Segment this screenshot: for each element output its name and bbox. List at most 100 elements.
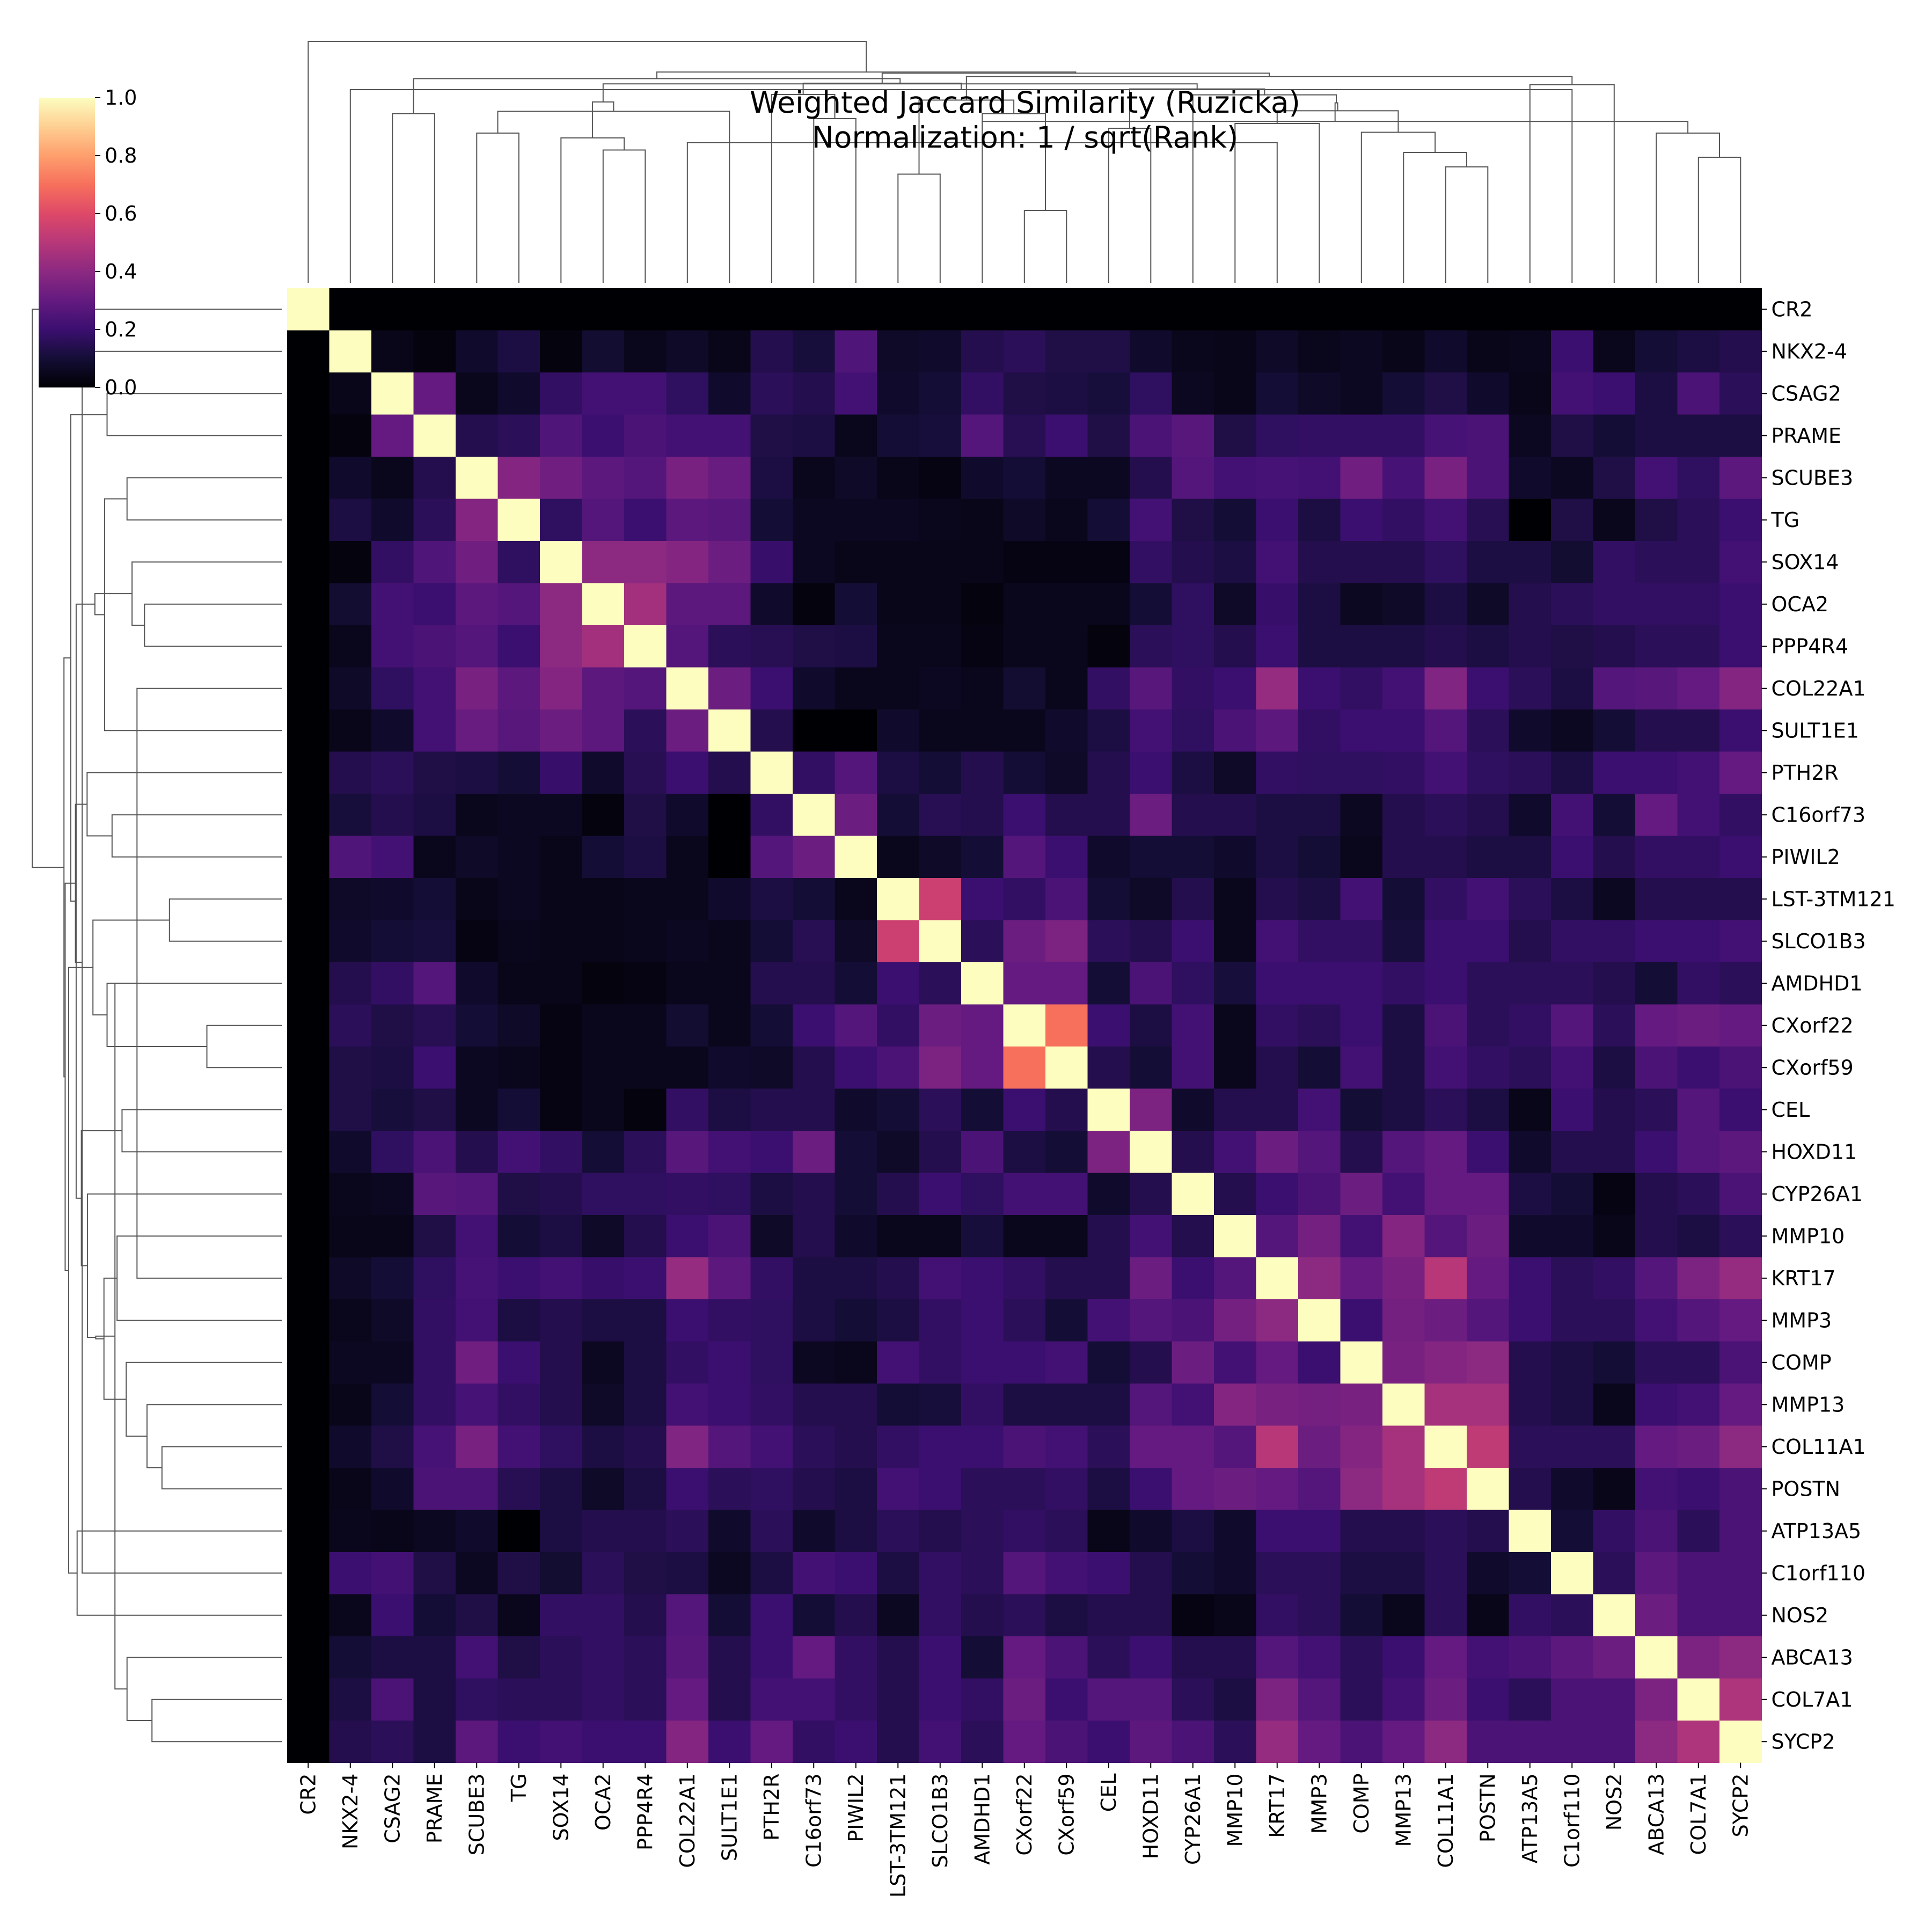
heatmap-cell <box>1424 1510 1467 1553</box>
heatmap-cell <box>1635 878 1678 921</box>
heatmap-cell <box>877 1341 920 1384</box>
heatmap-cell <box>287 836 330 879</box>
heatmap-cell <box>1467 878 1510 921</box>
heatmap-cell <box>1256 1088 1299 1131</box>
heatmap-cell <box>1340 1468 1383 1511</box>
heatmap-cell <box>582 457 625 500</box>
heatmap-cell <box>1467 1341 1510 1384</box>
heatmap-cell <box>1298 878 1341 921</box>
heatmap-cell <box>919 1004 962 1047</box>
heatmap-cell <box>1130 414 1173 457</box>
heatmap-cell <box>1635 1594 1678 1637</box>
heatmap-cell <box>497 1131 540 1174</box>
heatmap-cell <box>1045 751 1088 794</box>
heatmap-cell <box>1045 457 1088 500</box>
heatmap-cell <box>1130 794 1173 837</box>
heatmap-cell <box>708 541 751 584</box>
heatmap-cell <box>1045 1341 1088 1384</box>
heatmap-cell <box>1382 1173 1425 1216</box>
heatmap-cell <box>582 1384 625 1426</box>
heatmap-cell <box>456 457 499 500</box>
heatmap-cell <box>1003 1046 1046 1089</box>
heatmap-cell <box>708 1636 751 1679</box>
heatmap-cell <box>1256 414 1299 457</box>
heatmap-cell <box>1130 1552 1173 1595</box>
heatmap-cell <box>456 372 499 415</box>
heatmap-cell <box>1551 1215 1594 1258</box>
heatmap-cell <box>919 499 962 541</box>
heatmap-cell <box>1298 1510 1341 1553</box>
heatmap-cell <box>1719 878 1762 921</box>
heatmap-cell <box>1045 878 1088 921</box>
heatmap-cell <box>540 1721 583 1763</box>
heatmap-cell <box>624 1594 667 1637</box>
heatmap-cell <box>835 878 877 921</box>
heatmap-cell <box>1214 457 1257 500</box>
heatmap-cell <box>1509 1594 1552 1637</box>
heatmap-cell <box>624 836 667 879</box>
heatmap-cell <box>1635 667 1678 710</box>
heatmap-cell <box>456 1425 499 1468</box>
heatmap-cell <box>1130 1046 1173 1089</box>
heatmap-cell <box>1087 499 1130 541</box>
heatmap-cell <box>1045 541 1088 584</box>
heatmap-cell <box>793 288 836 331</box>
heatmap-cell <box>624 1046 667 1089</box>
heatmap-cell <box>1593 583 1636 626</box>
heatmap-cell <box>750 1131 793 1174</box>
heatmap-cell <box>1719 1636 1762 1679</box>
heatmap-cell <box>1719 1594 1762 1637</box>
heatmap-cell <box>1130 836 1173 879</box>
heatmap-cell <box>1298 1299 1341 1342</box>
heatmap-cell <box>1087 1046 1130 1089</box>
heatmap-cell <box>835 1299 877 1342</box>
heatmap-cell <box>835 1004 877 1047</box>
heatmap-cell <box>1256 625 1299 668</box>
heatmap-cell <box>961 1173 1004 1216</box>
heatmap-cell <box>877 1636 920 1679</box>
heatmap-cell <box>1256 499 1299 541</box>
heatmap-cell <box>1467 1552 1510 1595</box>
heatmap-cell <box>1719 1678 1762 1721</box>
heatmap-cell <box>1382 1510 1425 1553</box>
heatmap-cell <box>497 1721 540 1763</box>
heatmap-cell <box>1424 1299 1467 1342</box>
heatmap-cell <box>1340 457 1383 500</box>
heatmap-cell <box>1003 1510 1046 1553</box>
column-label: PIWIL2 <box>844 1774 868 1842</box>
heatmap-cell <box>287 372 330 415</box>
heatmap-cell <box>1172 457 1214 500</box>
heatmap-cell <box>1298 1257 1341 1300</box>
heatmap-cell <box>1298 1341 1341 1384</box>
heatmap-cell <box>708 499 751 541</box>
heatmap-cell <box>1256 1678 1299 1721</box>
heatmap-cell <box>582 1215 625 1258</box>
heatmap-cell <box>1130 1384 1173 1426</box>
heatmap-cell <box>750 541 793 584</box>
heatmap-cell <box>1130 1721 1173 1763</box>
heatmap-cell <box>1593 288 1636 331</box>
heatmap-cell <box>582 751 625 794</box>
heatmap-cell <box>708 1299 751 1342</box>
heatmap-cell <box>750 878 793 921</box>
heatmap-cell <box>1130 541 1173 584</box>
heatmap-cell <box>1509 499 1552 541</box>
heatmap-cell <box>540 878 583 921</box>
heatmap-cell <box>1340 414 1383 457</box>
heatmap-cell <box>287 414 330 457</box>
left-dendrogram <box>32 309 282 1743</box>
heatmap-cell <box>456 1088 499 1131</box>
row-labels: CR2 NKX2-4 CSAG2 PRAME SCUBE3 TG SOX14 OCA2 PPP4… <box>1761 297 1896 1753</box>
heatmap-cell <box>624 1468 667 1511</box>
heatmap-cell <box>456 878 499 921</box>
heatmap-cell <box>624 1552 667 1595</box>
heatmap-cell <box>961 1636 1004 1679</box>
heatmap-cell <box>1467 1636 1510 1679</box>
heatmap-cell <box>835 1510 877 1553</box>
row-label: CXorf22 <box>1772 1014 1854 1037</box>
heatmap-cell <box>1424 414 1467 457</box>
heatmap-cell <box>1635 1046 1678 1089</box>
dendrogram-link <box>146 1404 282 1468</box>
row-label: LST-3TM121 <box>1772 887 1896 911</box>
heatmap-cell <box>666 920 709 963</box>
